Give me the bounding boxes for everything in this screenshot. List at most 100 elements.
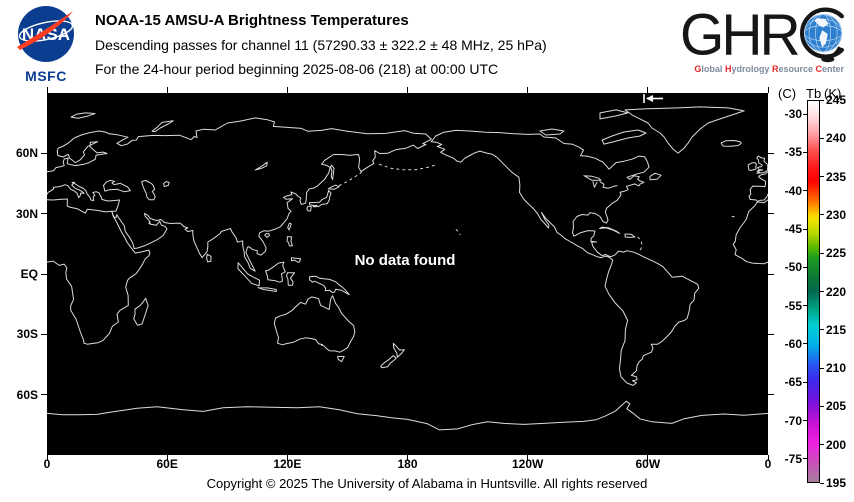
lon-tick-label: 180 — [397, 457, 418, 471]
colorbar-kelvin-label: 220 — [826, 284, 847, 299]
colorbar-tb-header: Tb — [806, 86, 822, 101]
coastline — [747, 162, 757, 171]
colorbar-celsius-label: -45 — [784, 222, 802, 237]
colorbar-kelvin-label: 235 — [826, 169, 847, 184]
coastline — [265, 261, 286, 283]
colorbar-tick — [803, 190, 807, 192]
colorbar-tick — [803, 151, 807, 153]
colorbar-tick — [803, 381, 807, 383]
colorbar-tick — [803, 420, 807, 422]
lon-tick-label: 120E — [273, 457, 302, 471]
axis-tick — [768, 394, 774, 396]
colorbar-tick — [820, 176, 824, 178]
ghrc-logo: GHR Global Hydrology Resource Center — [680, 6, 850, 78]
axis-tick — [41, 394, 47, 396]
axis-tick — [46, 455, 48, 461]
coastline — [649, 172, 662, 181]
colorbar-tick — [820, 405, 824, 407]
lon-tick-label: 0 — [43, 457, 51, 471]
coastline — [720, 140, 742, 147]
coastline — [291, 257, 302, 263]
axis-tick — [407, 87, 408, 93]
axis-tick — [647, 87, 649, 93]
pass-direction-arrow — [643, 94, 663, 103]
axis-tick — [767, 455, 769, 461]
coastline — [624, 233, 636, 238]
coastline — [748, 171, 769, 202]
coastline — [308, 190, 332, 208]
coastline — [46, 117, 432, 272]
colorbar-celsius-label: -55 — [784, 298, 802, 313]
colorbar-kelvin-label: 245 — [826, 93, 847, 107]
axis-tick — [286, 87, 288, 93]
coastline — [206, 253, 212, 263]
colorbar-tick — [820, 99, 824, 101]
colorbar-kelvin-label: 210 — [826, 361, 847, 376]
axis-tick — [41, 213, 47, 215]
axis-tick — [166, 455, 168, 461]
colorbar-celsius-label: -40 — [784, 183, 802, 198]
coastline — [599, 181, 618, 189]
page-title: NOAA-15 AMSU-A Brightness Temperatures — [95, 12, 409, 29]
coastline — [103, 179, 131, 193]
axis-tick — [768, 213, 774, 215]
colorbar-celsius-label: -70 — [784, 413, 802, 428]
axis-tick — [527, 87, 529, 93]
coastline — [392, 342, 405, 358]
axis-tick — [767, 87, 769, 93]
no-data-message: No data found — [355, 252, 456, 269]
subtitle-period: For the 24-hour period beginning 2025-08… — [95, 61, 499, 77]
coastline — [273, 295, 356, 353]
coastline — [327, 184, 340, 190]
colorbar-tick — [820, 252, 824, 254]
colorbar-tick — [820, 329, 824, 331]
coastline — [599, 109, 629, 120]
coastline — [624, 106, 745, 154]
lat-tick-label: 30N — [15, 206, 38, 221]
colorbar-kelvin-label: 230 — [826, 207, 847, 222]
lon-tick-label: 60E — [156, 457, 178, 471]
coastline — [237, 262, 260, 287]
nasa-meatball-icon: NASA — [17, 6, 74, 62]
coastline — [151, 120, 174, 133]
msfc-label: MSFC — [25, 68, 67, 84]
coastline — [539, 128, 565, 136]
coastline — [330, 164, 335, 181]
coastline — [583, 175, 602, 181]
colorbar-kelvin-label: 225 — [826, 246, 847, 261]
colorbar-kelvin-label: 240 — [826, 131, 847, 146]
lon-tick-label: 120W — [511, 457, 544, 471]
colorbar-tick — [820, 482, 824, 484]
coastline — [306, 205, 312, 212]
coastline — [70, 112, 96, 119]
axis-tick — [768, 152, 774, 154]
axis-tick — [407, 455, 408, 461]
colorbar-celsius-label: -35 — [784, 145, 802, 160]
axis-tick — [286, 455, 288, 461]
coastline — [133, 297, 149, 326]
colorbar-tick — [820, 137, 824, 139]
ghrc-globe-icon — [799, 7, 844, 63]
colorbar-tick — [820, 367, 824, 369]
nasa-logo: NASA MSFC — [13, 5, 79, 84]
coastline — [141, 180, 156, 201]
colorbar-celsius-label: -60 — [784, 336, 802, 351]
coastline — [264, 233, 270, 238]
coastline — [312, 204, 318, 208]
colorbar-kelvin-label: 205 — [826, 399, 847, 414]
axis-tick — [41, 333, 47, 335]
axis-tick — [768, 333, 774, 335]
axis-tick — [768, 273, 774, 275]
axis-tick — [647, 455, 649, 461]
axis-tick — [46, 87, 48, 93]
colorbar-tick — [820, 291, 824, 292]
coastline — [309, 275, 350, 296]
ghrc-logo-text: GHR — [680, 2, 801, 68]
coastline — [430, 129, 700, 386]
coastline — [286, 272, 295, 286]
lat-tick-label: 30S — [16, 327, 38, 342]
lat-tick-label: 60N — [15, 146, 38, 161]
colorbar-kelvin-label: 200 — [826, 437, 847, 452]
coastline — [338, 171, 362, 186]
coastline — [732, 199, 769, 265]
